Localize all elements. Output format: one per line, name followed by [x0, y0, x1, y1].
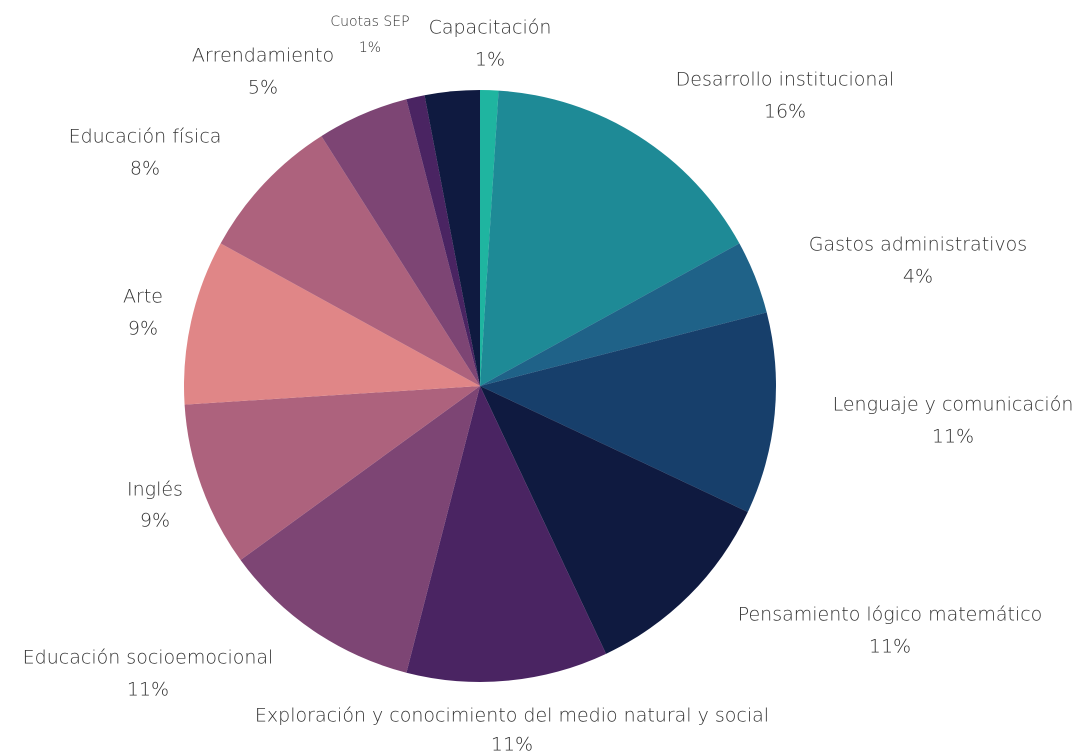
- value-label: 11%: [869, 636, 911, 658]
- value-label: 8%: [130, 158, 160, 180]
- slice-label: Educación socioemocional: [23, 647, 274, 669]
- value-label: 1%: [475, 49, 505, 71]
- slice-label: Gastos administrativos: [809, 234, 1027, 256]
- value-label: 5%: [248, 77, 278, 99]
- slice-label: Arte: [123, 286, 163, 308]
- value-label: 16%: [764, 101, 806, 123]
- slice-label: Arrendamiento: [192, 45, 334, 67]
- slice-label: Educación física: [69, 126, 222, 148]
- slice-label: Capacitación: [429, 17, 552, 39]
- pie-slice: [480, 90, 740, 386]
- slice-label: Inglés: [127, 479, 183, 501]
- pie-slice: [480, 90, 499, 386]
- pie-slice: [184, 243, 480, 405]
- slice-label: Cuotas SEP: [330, 14, 409, 30]
- value-label: 11%: [127, 679, 169, 701]
- pie-slice: [480, 312, 776, 513]
- pie-slice: [406, 95, 480, 386]
- value-label: 9%: [128, 318, 158, 340]
- pie-slice: [240, 386, 480, 673]
- slice-label: Exploración y conocimiento del medio nat…: [255, 705, 769, 727]
- pie-slice: [424, 90, 480, 386]
- value-label: 4%: [903, 266, 933, 288]
- pie-slice: [480, 386, 748, 654]
- pie-slice: [184, 386, 480, 560]
- value-label: 11%: [932, 426, 974, 448]
- pie-slice: [480, 243, 767, 386]
- slice-label: Lenguaje y comunicación: [833, 394, 1074, 416]
- pie-slice: [406, 386, 607, 683]
- value-label: 11%: [491, 734, 533, 756]
- value-label: 9%: [140, 510, 170, 532]
- slice-label: Desarrollo institucional: [676, 69, 895, 91]
- value-label: 1%: [359, 40, 381, 56]
- pie-slice: [220, 136, 480, 386]
- slice-label: Pensamiento lógico matemático: [738, 604, 1043, 626]
- pie-slice: [321, 99, 480, 387]
